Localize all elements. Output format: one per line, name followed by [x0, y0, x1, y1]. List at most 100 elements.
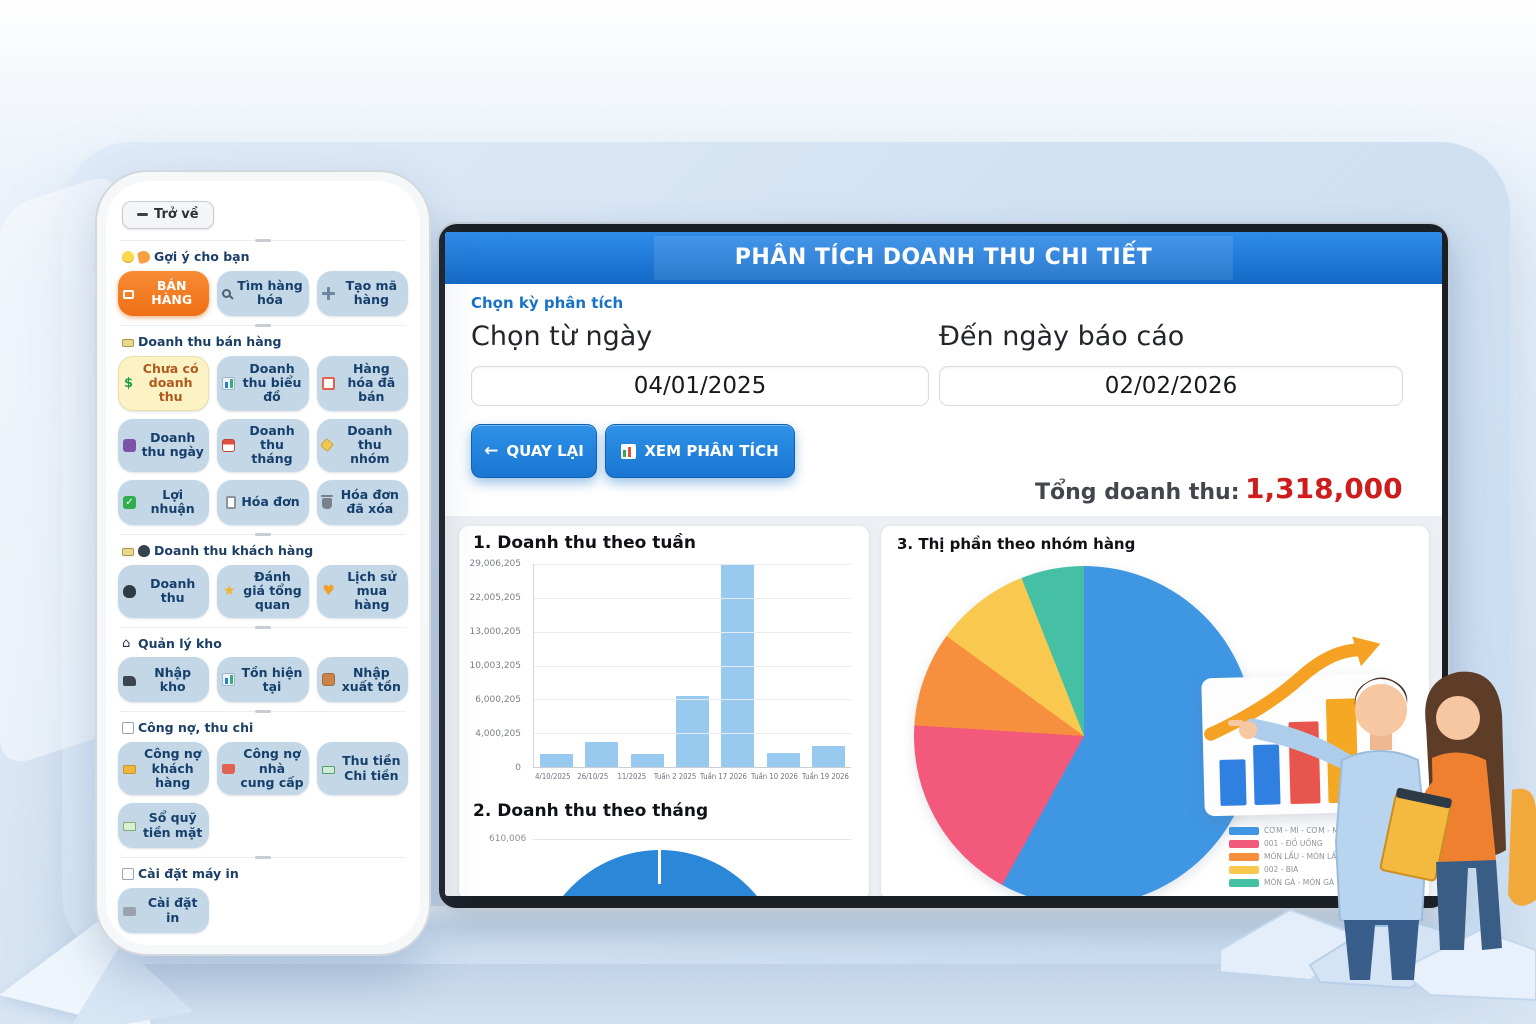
section-title: Doanh thu khách hàng [154, 542, 314, 558]
menu-label: Tạo mã hàng [345, 277, 398, 308]
menu-label: Lợi nhuận [150, 486, 195, 517]
menu-label: Công nợ khách hàng [143, 746, 202, 790]
monthly-y-tick: 610,006 [489, 834, 527, 844]
gridline [534, 665, 851, 667]
back-button[interactable]: Trở về [122, 201, 214, 229]
note-pencil-icon [122, 722, 134, 735]
menu-label: Nhập xuất tồn [341, 664, 401, 694]
person-icon [138, 544, 150, 557]
analyze-button-label: XEM PHÂN TÍCH [644, 441, 779, 460]
legend-color-chip [1229, 826, 1259, 835]
chart-title-pie: 3. Thị phần theo nhóm hàng [897, 535, 1136, 553]
menu-button-doanh-thu-ngay[interactable]: Doanh thu ngày [118, 418, 210, 472]
pointing-hand-icon [136, 249, 152, 264]
invoice-icon [226, 495, 237, 509]
menu-button-doanh-thu-thang[interactable]: Doanh thu tháng [217, 418, 309, 472]
menu-label: Doanh thu ngày [141, 429, 204, 460]
menu-label: Công nợ nhà cung cấp [240, 746, 304, 790]
illustration-whiteboard [1201, 636, 1387, 817]
legend-color-chip [1229, 878, 1259, 887]
menu-button-thu-tien-chi-tien[interactable]: Thu tiền Chi tiền [316, 742, 408, 796]
bar-chart-plot [533, 564, 851, 768]
bar [766, 752, 800, 767]
menu-button-hoa-don-da-xoa[interactable]: Hóa đơn đã xóa [316, 479, 408, 525]
growth-arrow-icon [1204, 636, 1381, 741]
gridline [534, 733, 851, 735]
menu-button-tim-hang-hoa[interactable]: Tìm hàng hóa [217, 270, 309, 316]
gridline [534, 597, 851, 599]
menu-button-cai-dat-in[interactable]: Cài đặt in [118, 888, 210, 933]
star-icon [222, 585, 236, 598]
legend-item: MÓN LẨU - MÓN LẨU [1229, 852, 1342, 861]
to-date-input[interactable] [939, 366, 1403, 406]
menu-button-hang-hoa-da-ban[interactable]: Hàng hóa đã bán [316, 355, 408, 411]
phone-screen: Trở về Gợi ý cho bạn BÁN HÀNG [106, 181, 420, 945]
menu-button-doanh-thu-nhom[interactable]: Doanh thu nhóm [316, 418, 408, 472]
heart-icon [322, 585, 336, 598]
menu-label: Doanh thu [150, 575, 196, 606]
legend-item: 002 - BIA [1229, 865, 1342, 874]
y-tick-label: 0 [515, 763, 521, 773]
y-tick-label: 13,000,205 [469, 626, 521, 637]
check-icon [123, 495, 136, 509]
section-title: Doanh thu bán hàng [138, 333, 282, 349]
x-tick-label: 11/2025 [617, 772, 647, 781]
menu-button-loi-nhuan[interactable]: Lợi nhuận [118, 479, 210, 525]
section-divider [120, 324, 406, 326]
menu-button-doanh-thu-bieu-do[interactable]: Doanh thu biểu đồ [217, 355, 309, 411]
menu-button-doanh-thu-khach[interactable]: Doanh thu [118, 564, 210, 618]
bar [630, 753, 664, 767]
back-button-label: QUAY LẠI [506, 441, 584, 460]
y-tick-label: 10,003,205 [469, 661, 521, 671]
menu-button-hoa-don[interactable]: Hóa đơn [217, 479, 309, 525]
forklift-icon [123, 675, 136, 686]
menu-label: Nhập kho [154, 664, 192, 694]
menu-button-ton-hien-tai[interactable]: Tồn hiện tại [217, 657, 309, 703]
legend-color-chip [1229, 865, 1259, 874]
menu-button-cong-no-khach-hang[interactable]: Công nợ khách hàng [118, 742, 210, 796]
gridline [534, 699, 851, 701]
trash-icon [320, 494, 333, 509]
gridline [534, 564, 851, 565]
printer-card-icon [123, 907, 136, 916]
plus-icon [321, 286, 335, 300]
phone-section-sales-revenue: Doanh thu bán hàng Chưa có doanh thu Doa… [118, 334, 408, 525]
section-divider [120, 240, 406, 241]
bar-chart-icon [621, 443, 637, 459]
phone-section-debt: Công nợ, thu chi Công nợ khách hàng Công… [118, 720, 408, 849]
menu-label: Hóa đơn [241, 494, 300, 510]
menu-button-lich-su-mua-hang[interactable]: Lịch sử mua hàng [316, 564, 408, 618]
money-bill-icon [321, 765, 335, 774]
menu-button-nhap-xuat-ton[interactable]: Nhập xuất tồn [316, 657, 408, 703]
page-title: PHÂN TÍCH DOANH THU CHI TIẾT [734, 245, 1153, 270]
menu-label: Đánh giá tổng quan [243, 568, 302, 613]
legend-label: MÓN GÀ - MÓN GÀ [1264, 878, 1335, 887]
dollar-icon [124, 377, 133, 390]
briefcase-icon [222, 764, 236, 775]
legend-item: MÓN GÀ - MÓN GÀ [1229, 878, 1342, 887]
menu-button-ban-hang[interactable]: BÁN HÀNG [118, 270, 210, 316]
menu-button-tao-ma-hang[interactable]: Tạo mã hàng [316, 270, 408, 316]
legend-label: 002 - BIA [1264, 865, 1299, 874]
menu-button-nhap-kho[interactable]: Nhập kho [118, 657, 210, 703]
menu-button-cong-no-nha-cung-cap[interactable]: Công nợ nhà cung cấp [217, 742, 309, 796]
menu-button-chua-co-doanh-thu[interactable]: Chưa có doanh thu [118, 355, 210, 411]
x-tick-label: Tuần 10 2026 [751, 772, 799, 781]
cart-icon [123, 289, 134, 299]
printer-section-icon [122, 868, 134, 881]
section-title: Quản lý kho [138, 635, 222, 651]
menu-label: Lịch sử mua hàng [347, 568, 397, 613]
total-revenue-value: 1,318,000 [1245, 472, 1403, 505]
menu-button-so-quy-tien-mat[interactable]: Sổ quỹ tiền mặt [118, 803, 210, 849]
folder-edge-decoration [1508, 788, 1536, 906]
from-date-input[interactable] [471, 366, 929, 406]
view-analysis-button[interactable]: XEM PHÂN TÍCH [605, 424, 795, 478]
x-tick-label: 26/10/25 [576, 772, 608, 781]
customers-icon [123, 584, 136, 598]
menu-button-danh-gia-tong-quan[interactable]: Đánh giá tổng quan [217, 564, 309, 618]
gridline [534, 631, 851, 633]
section-divider [120, 711, 406, 713]
back-button-tablet[interactable]: ← QUAY LẠI [471, 424, 597, 478]
y-tick-label: 6,000,205 [475, 694, 521, 705]
